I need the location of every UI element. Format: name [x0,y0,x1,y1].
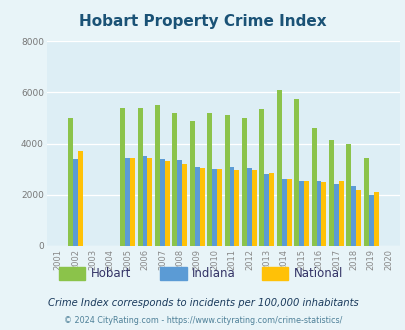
Bar [281,180,286,246]
Bar [68,118,73,246]
Bar [241,118,246,246]
Bar [328,140,333,246]
Bar [338,181,343,246]
Bar [125,158,130,246]
Text: © 2024 CityRating.com - https://www.cityrating.com/crime-statistics/: © 2024 CityRating.com - https://www.city… [64,316,341,325]
Bar [164,161,169,246]
Bar [286,180,291,246]
Bar [234,170,239,246]
Bar [246,168,251,246]
Bar [303,181,308,246]
Bar [78,151,83,246]
Bar [311,128,316,246]
Bar [298,181,303,246]
Text: Indiana: Indiana [192,267,235,280]
Bar [350,186,355,246]
Bar [363,158,368,246]
Bar [177,160,182,246]
Bar [224,115,229,246]
Bar [130,158,134,246]
Text: National: National [293,267,342,280]
Bar [142,156,147,246]
Bar [190,120,194,246]
Bar [276,90,281,246]
Text: Hobart Property Crime Index: Hobart Property Crime Index [79,14,326,29]
Bar [194,167,199,246]
Bar [259,109,264,246]
Bar [73,159,78,246]
Bar [182,164,187,246]
Bar [137,108,142,246]
Bar [147,158,152,246]
Bar [294,99,298,246]
Text: Crime Index corresponds to incidents per 100,000 inhabitants: Crime Index corresponds to incidents per… [47,298,358,308]
Bar [264,174,269,246]
Bar [316,181,321,246]
Bar [229,167,234,246]
Bar [199,168,204,246]
Bar [172,113,177,246]
Text: Hobart: Hobart [90,267,130,280]
Bar [373,192,377,246]
Bar [251,170,256,246]
Bar [217,169,222,246]
Bar [345,144,350,246]
Bar [321,182,326,246]
Bar [368,195,373,246]
Bar [212,169,217,246]
Bar [120,108,125,246]
Bar [207,113,212,246]
Bar [355,189,360,246]
Bar [155,105,160,246]
Bar [333,184,338,246]
Bar [269,173,273,246]
Bar [160,159,164,246]
